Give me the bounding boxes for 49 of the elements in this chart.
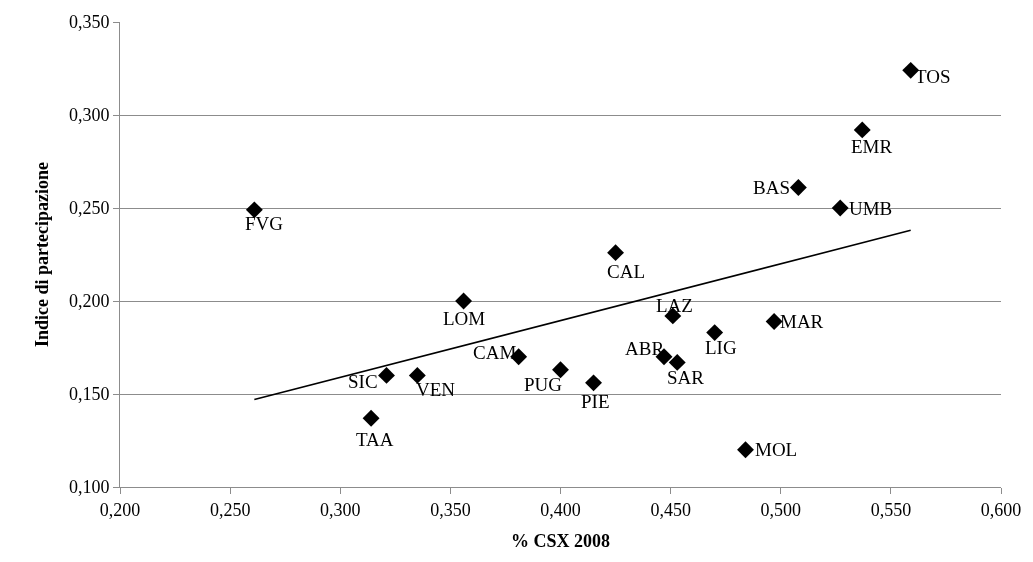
x-tick-label: 0,550 <box>870 499 912 520</box>
annotation: VEN <box>416 379 456 400</box>
point <box>607 244 625 262</box>
y-tick-label: 0,250 <box>68 198 110 219</box>
annotation: PIE <box>581 391 610 412</box>
point <box>706 324 724 342</box>
x-tick-label: 0,600 <box>980 499 1022 520</box>
annotation: LIG <box>705 337 737 358</box>
annotation: MAR <box>780 311 824 332</box>
annotation: ABR <box>625 338 665 359</box>
x-tick-label: 0,400 <box>540 499 581 520</box>
annotation: TOS <box>915 66 951 87</box>
point <box>789 179 807 196</box>
annotation: EMR <box>851 136 893 157</box>
point <box>378 366 395 384</box>
annotation: BAS <box>753 177 790 198</box>
point <box>585 374 602 392</box>
annotation: TAA <box>356 429 394 450</box>
annotation: FVG <box>245 213 284 234</box>
point <box>552 361 569 379</box>
x-tick-label: 0,250 <box>209 499 251 520</box>
y-tick-label: 0,200 <box>68 291 110 312</box>
annotation: CAL <box>607 261 645 282</box>
annotation: SIC <box>348 371 378 392</box>
x-tick-label: 0,200 <box>99 499 141 520</box>
y-tick-label: 0,100 <box>68 477 110 498</box>
point <box>455 292 473 310</box>
annotation: SAR <box>667 367 705 388</box>
annotation: PUG <box>524 374 563 395</box>
y-tick-label: 0,300 <box>68 105 110 126</box>
y-tick-label: 0,350 <box>68 12 110 33</box>
annotation: MOL <box>755 439 798 460</box>
annotation: UMB <box>849 198 893 219</box>
y-axis-title: Indice di partecipazione <box>32 162 53 347</box>
x-tick-label: 0,500 <box>760 499 801 520</box>
point <box>668 353 686 371</box>
y-tick-label: 0,150 <box>68 384 110 405</box>
point <box>408 366 426 384</box>
x-axis-title: % CSX 2008 <box>510 530 611 551</box>
x-tick-label: 0,450 <box>650 499 691 520</box>
point <box>902 61 920 79</box>
point <box>362 409 380 427</box>
point <box>737 441 754 459</box>
annotation: LOM <box>443 308 486 329</box>
x-tick-label: 0,300 <box>320 499 361 520</box>
point <box>831 199 849 217</box>
annotation: LAZ <box>656 295 693 316</box>
x-tick-label: 0,350 <box>430 499 471 520</box>
point <box>853 121 871 139</box>
